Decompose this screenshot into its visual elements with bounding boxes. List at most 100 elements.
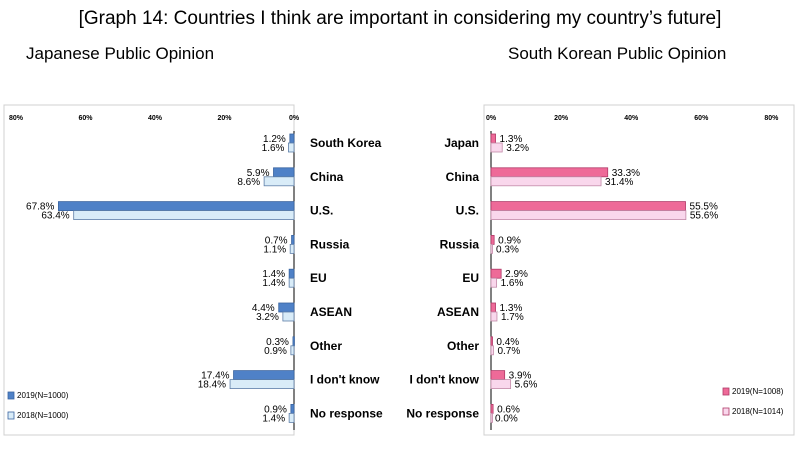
bar [490, 277, 498, 288]
data-label: 3.2% [256, 312, 279, 323]
legend-label: 2018(N=1014) [732, 407, 784, 416]
bar [490, 201, 686, 212]
category-label: Russia [440, 237, 480, 251]
data-label: 0.9% [264, 346, 287, 357]
data-label: 63.4% [41, 211, 69, 222]
data-label: 0.3% [266, 337, 289, 348]
bar [490, 167, 609, 178]
japan-chart: 80% 60% 40% 20% 0% South Korea 1.2%1.6% China 5.… [3, 104, 383, 436]
bar [490, 345, 494, 356]
data-label: 0.3% [496, 244, 519, 255]
right-chart-title: South Korean Public Opinion [508, 44, 727, 63]
tick-label: 0% [486, 115, 497, 122]
korea-chart: 0% 20% 40% 60% 80% Japan 1.3%3.2% China 33.3%31.… [406, 104, 795, 436]
bar [57, 201, 295, 212]
category-label: ASEAN [310, 305, 352, 319]
category-label: I don't know [409, 373, 479, 387]
legend-swatch [722, 387, 730, 396]
tick-label: 80% [764, 115, 779, 122]
legend-label: 2019(N=1000) [17, 391, 69, 400]
bar [288, 268, 295, 279]
bar [289, 133, 295, 144]
data-label: 5.9% [247, 168, 270, 179]
category-label: No response [406, 406, 479, 420]
category-label: China [310, 170, 344, 184]
data-label: 0.4% [496, 337, 519, 348]
bar [290, 403, 295, 414]
bar [288, 277, 295, 288]
data-label: 0.0% [495, 413, 518, 424]
bar [290, 345, 295, 356]
data-label: 1.7% [501, 312, 524, 323]
page-title: [Graph 14: Countries I think are importa… [78, 8, 722, 29]
data-label: 1.4% [262, 278, 285, 289]
bar [490, 176, 602, 187]
data-label: 55.5% [690, 202, 718, 213]
data-label: 0.7% [265, 235, 288, 246]
data-label: 1.4% [262, 269, 285, 280]
data-label: 33.3% [612, 168, 640, 179]
bar [73, 210, 295, 221]
category-label: China [446, 170, 480, 184]
bar [490, 268, 502, 279]
category-label: I don't know [310, 373, 380, 387]
legend-swatch [7, 391, 15, 400]
bar [229, 379, 295, 390]
data-label: 0.9% [264, 404, 287, 415]
bar [490, 302, 496, 313]
data-label: 4.4% [252, 303, 275, 314]
category-label: Other [310, 339, 342, 353]
tick-label: 20% [554, 115, 569, 122]
plot-border [483, 104, 795, 436]
bar [288, 142, 295, 153]
bar [490, 379, 512, 390]
bar [490, 234, 495, 245]
data-label: 67.8% [26, 202, 54, 213]
data-label: 55.6% [690, 211, 718, 222]
category-label: U.S. [310, 204, 333, 218]
bar [289, 243, 295, 254]
category-label: EU [310, 271, 327, 285]
tick-label: 80% [9, 115, 24, 122]
data-label: 1.6% [501, 278, 524, 289]
bar [490, 142, 503, 153]
bar [288, 412, 295, 423]
bar [282, 311, 295, 322]
data-label: 1.3% [500, 134, 523, 145]
left-chart-title: Japanese Public Opinion [26, 44, 215, 63]
tick-label: 0% [289, 115, 300, 122]
category-label: U.S. [456, 204, 479, 218]
bar [490, 133, 496, 144]
category-label: Japan [444, 136, 479, 150]
data-label: 5.6% [515, 380, 538, 391]
data-label: 0.6% [497, 404, 520, 415]
tick-label: 40% [624, 115, 639, 122]
data-label: 1.2% [263, 134, 286, 145]
bar [490, 210, 687, 221]
data-label: 1.6% [262, 143, 285, 154]
data-label: 0.9% [498, 235, 521, 246]
bar [233, 370, 295, 381]
data-label: 17.4% [201, 371, 229, 382]
legend-label: 2019(N=1008) [732, 387, 784, 396]
bar [292, 336, 295, 347]
legend-swatch [7, 411, 15, 420]
category-label: No response [310, 406, 383, 420]
data-label: 3.9% [509, 371, 532, 382]
legend-label: 2018(N=1000) [17, 411, 69, 420]
bar [490, 403, 494, 414]
data-label: 3.2% [506, 143, 529, 154]
category-label: South Korea [310, 136, 382, 150]
category-label: ASEAN [437, 305, 479, 319]
tick-label: 60% [694, 115, 709, 122]
bar [490, 243, 493, 254]
category-label: Other [447, 339, 479, 353]
data-label: 1.4% [262, 413, 285, 424]
bar [278, 302, 295, 313]
tick-label: 60% [78, 115, 93, 122]
tick-label: 20% [217, 115, 232, 122]
bar [490, 336, 493, 347]
data-label: 0.7% [497, 346, 520, 357]
data-label: 31.4% [605, 177, 633, 188]
legend-swatch [722, 407, 730, 416]
